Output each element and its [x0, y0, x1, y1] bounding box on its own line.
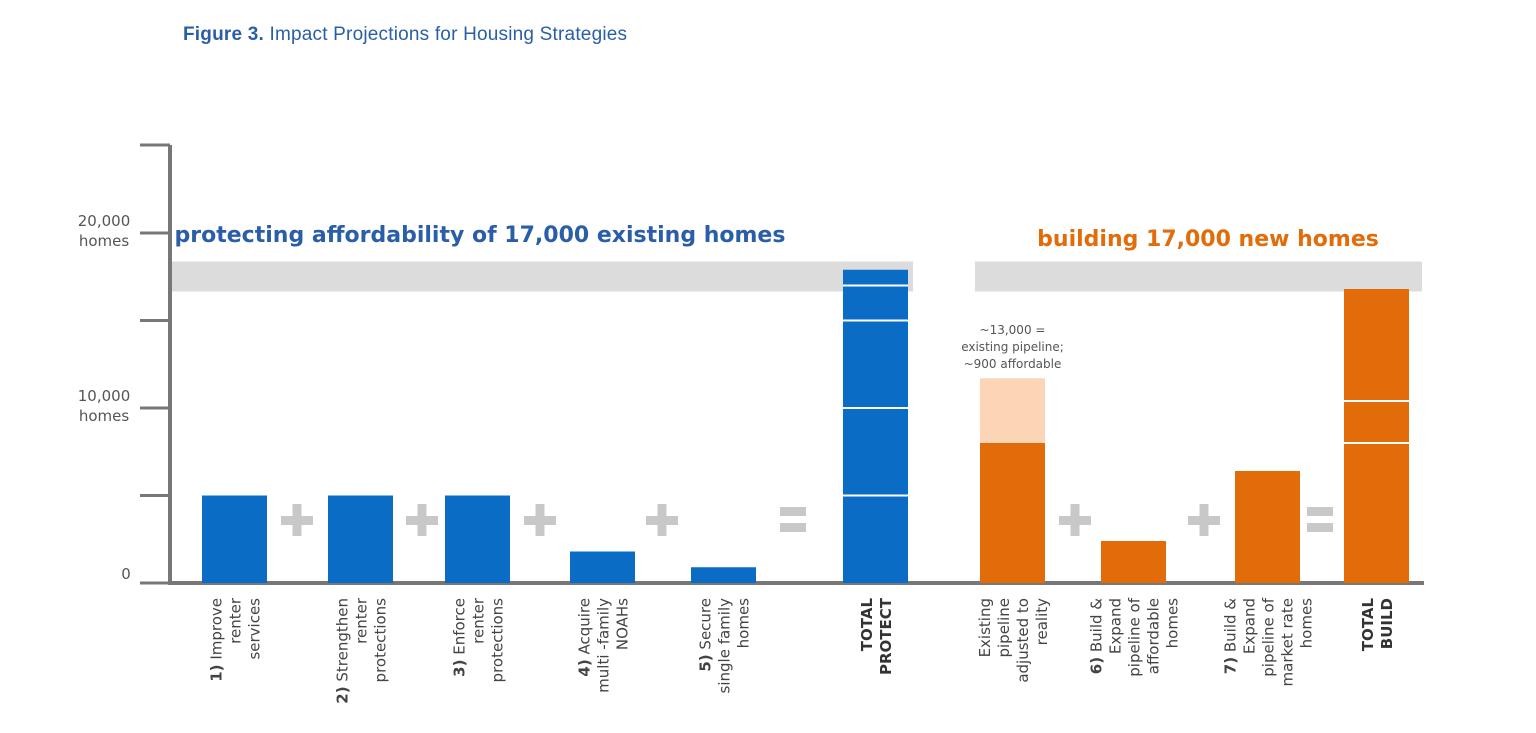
x-tick-label: Expand — [1107, 598, 1125, 654]
bar — [570, 551, 635, 583]
equals-icon — [1307, 507, 1333, 516]
group-heading: protecting affordability of 17,000 exist… — [175, 223, 786, 248]
bar-total — [1344, 289, 1409, 583]
bar-annotation: ~900 affordable — [964, 357, 1062, 371]
x-tick-label: 5) Secure — [697, 598, 715, 672]
x-tick-label: adjusted to — [1014, 598, 1032, 683]
x-tick-label: TOTAL — [1359, 598, 1377, 652]
plus-icon — [1199, 504, 1209, 536]
x-tick-label: renter — [227, 597, 245, 644]
equals-icon — [780, 507, 806, 516]
equals-icon — [1307, 523, 1333, 532]
figure-title-text: Impact Projections for Housing Strategie… — [269, 24, 628, 45]
x-tick-label: affordable — [1145, 598, 1163, 674]
x-tick-label: Existing — [976, 598, 994, 657]
bar-total — [843, 269, 908, 583]
x-tick-label: 6) Build & — [1088, 598, 1106, 674]
bar-annotation: existing pipeline; — [961, 340, 1064, 354]
y-tick-label: 0 — [121, 565, 131, 583]
bar-annotation: ~13,000 = — [980, 323, 1046, 337]
x-tick-label: homes — [1164, 598, 1182, 649]
x-tick-label: homes — [1298, 598, 1316, 649]
x-tick-label: NOAHs — [614, 598, 632, 650]
figure-title: Figure 3. Impact Projections for Housing… — [183, 24, 627, 46]
x-tick-label: single family — [716, 598, 734, 694]
x-tick-label: pipeline of — [1260, 597, 1278, 676]
x-tick-label: TOTAL — [858, 598, 876, 652]
x-tick-label: services — [246, 598, 264, 660]
x-tick-label: 4) Acquire — [576, 598, 594, 677]
x-tick-label: 3) Enforce — [451, 598, 469, 677]
bar — [445, 495, 510, 583]
x-tick-label: pipeline of — [1126, 597, 1144, 676]
figure-number: Figure 3. — [183, 24, 264, 45]
x-tick-label: PROTECT — [877, 597, 895, 675]
bar-pipeline-light — [980, 378, 1045, 443]
x-tick-label: 2) Strengthen — [334, 598, 352, 704]
group-heading: building 17,000 new homes — [1037, 227, 1379, 252]
bar — [691, 567, 756, 583]
plus-icon — [1070, 504, 1080, 536]
y-tick-label: homes — [79, 232, 130, 250]
target-band — [975, 261, 1422, 292]
y-tick-label: homes — [79, 407, 130, 425]
bar — [980, 443, 1045, 583]
x-tick-label: market rate — [1279, 598, 1297, 686]
x-tick-label: BUILD — [1378, 598, 1396, 649]
x-tick-label: renter — [470, 597, 488, 644]
plus-icon — [292, 504, 302, 536]
x-tick-label: 1) Improve — [208, 598, 226, 682]
y-tick-label: 10,000 — [78, 387, 131, 405]
plus-icon — [417, 504, 427, 536]
y-tick-label: 20,000 — [78, 212, 131, 230]
bar — [1101, 541, 1166, 583]
x-tick-label: renter — [353, 597, 371, 644]
x-tick-label: homes — [735, 598, 753, 649]
x-tick-label: reality — [1033, 598, 1051, 645]
x-tick-label: protections — [372, 598, 390, 683]
target-band — [172, 261, 913, 292]
x-tick-label: multi -family — [595, 598, 613, 693]
bar — [1235, 471, 1300, 583]
x-tick-label: pipeline — [995, 598, 1013, 658]
bar — [328, 495, 393, 583]
x-tick-label: protections — [489, 598, 507, 683]
equals-icon — [780, 523, 806, 532]
plus-icon — [657, 504, 667, 536]
plus-icon — [535, 504, 545, 536]
x-tick-label: 7) Build & — [1222, 598, 1240, 674]
bar — [202, 495, 267, 583]
x-tick-label: Expand — [1241, 598, 1259, 654]
